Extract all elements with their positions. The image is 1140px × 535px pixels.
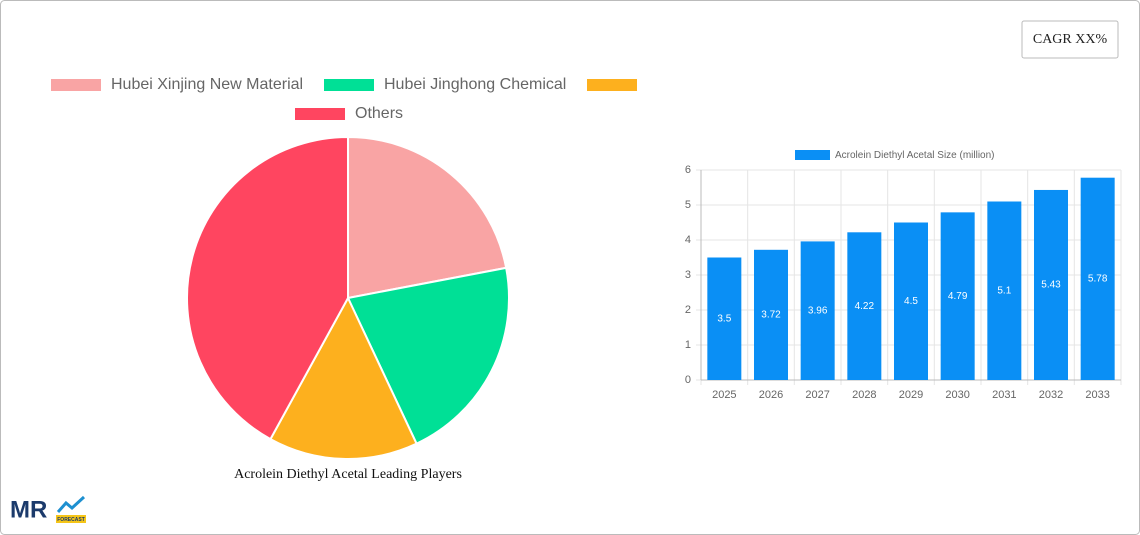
legend-label: Hubei Xinjing New Material bbox=[111, 76, 303, 93]
value-label: 5.78 bbox=[1088, 273, 1108, 284]
legend-swatch bbox=[51, 79, 101, 91]
x-tick-label: 2032 bbox=[1039, 389, 1063, 401]
legend-swatch bbox=[795, 150, 830, 160]
legend-swatch bbox=[587, 79, 637, 91]
pie-slice bbox=[346, 266, 510, 446]
cagr-box bbox=[1021, 20, 1119, 59]
legend-label: Acrolein Diethyl Acetal Size (million) bbox=[835, 150, 995, 161]
y-tick-label: 1 bbox=[685, 339, 691, 351]
bar bbox=[754, 249, 788, 380]
cagr-label: CAGR XX% bbox=[1033, 32, 1108, 47]
y-tick-label: 6 bbox=[685, 164, 691, 176]
value-label: 5.43 bbox=[1041, 280, 1061, 291]
pie-slice bbox=[269, 295, 418, 460]
x-tick-label: 2027 bbox=[805, 389, 829, 401]
bar bbox=[707, 257, 742, 380]
logo-tag-bg bbox=[56, 515, 86, 523]
bar bbox=[987, 201, 1022, 380]
value-label: 4.22 bbox=[855, 301, 875, 312]
legend-swatch bbox=[295, 108, 345, 120]
bar bbox=[894, 222, 928, 380]
bar bbox=[847, 232, 882, 380]
bar bbox=[1034, 189, 1068, 380]
bar bbox=[1080, 177, 1115, 380]
y-tick-label: 3 bbox=[685, 269, 691, 281]
value-label: 3.96 bbox=[808, 305, 828, 316]
x-tick-label: 2031 bbox=[992, 389, 1016, 401]
value-label: 4.79 bbox=[948, 291, 968, 302]
y-tick-label: 4 bbox=[685, 234, 691, 246]
logo-tagline: FORECAST bbox=[57, 517, 85, 523]
x-tick-label: 2030 bbox=[945, 389, 969, 401]
pie-slice bbox=[186, 135, 349, 441]
pie-slice bbox=[347, 135, 508, 300]
bar bbox=[800, 241, 835, 380]
logo-text: MR bbox=[10, 496, 47, 523]
logo-arrow bbox=[56, 495, 86, 513]
value-label: 4.5 bbox=[904, 296, 918, 307]
value-label: 3.5 bbox=[717, 313, 731, 324]
pie-title: Acrolein Diethyl Acetal Leading Players bbox=[234, 467, 462, 482]
bar bbox=[940, 212, 975, 380]
x-tick-label: 2029 bbox=[899, 389, 923, 401]
y-tick-label: 2 bbox=[685, 304, 691, 316]
x-tick-label: 2026 bbox=[759, 389, 783, 401]
x-tick-label: 2025 bbox=[712, 389, 736, 401]
value-label: 5.1 bbox=[997, 285, 1011, 296]
x-tick-label: 2028 bbox=[852, 389, 876, 401]
legend-label: Hubei Jinghong Chemical bbox=[384, 76, 566, 93]
legend-swatch bbox=[324, 79, 374, 91]
y-tick-label: 0 bbox=[685, 374, 691, 386]
y-tick-label: 5 bbox=[685, 199, 691, 211]
value-label: 3.72 bbox=[761, 310, 781, 321]
legend-label: Others bbox=[355, 105, 403, 122]
x-tick-label: 2033 bbox=[1085, 389, 1109, 401]
